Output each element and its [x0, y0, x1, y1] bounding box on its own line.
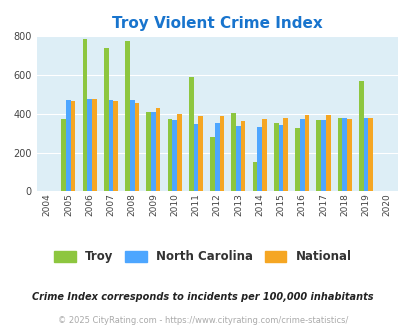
Bar	[367, 118, 372, 191]
Bar	[325, 115, 330, 191]
Bar	[61, 119, 66, 191]
Bar	[214, 122, 219, 191]
Bar	[104, 48, 108, 191]
Bar	[83, 39, 87, 191]
Bar	[130, 100, 134, 191]
Bar	[346, 119, 351, 191]
Bar	[257, 127, 261, 191]
Bar	[341, 118, 346, 191]
Text: © 2025 CityRating.com - https://www.cityrating.com/crime-statistics/: © 2025 CityRating.com - https://www.city…	[58, 316, 347, 325]
Bar	[188, 77, 193, 191]
Bar	[219, 116, 224, 191]
Bar	[66, 100, 70, 191]
Bar	[193, 123, 198, 191]
Bar	[252, 162, 257, 191]
Bar	[320, 120, 325, 191]
Bar	[210, 137, 214, 191]
Bar	[315, 120, 320, 191]
Bar	[299, 119, 304, 191]
Bar	[146, 112, 151, 191]
Bar	[172, 120, 177, 191]
Legend: Troy, North Carolina, National: Troy, North Carolina, National	[50, 246, 355, 268]
Bar	[167, 119, 172, 191]
Bar	[125, 41, 130, 191]
Text: Crime Index corresponds to incidents per 100,000 inhabitants: Crime Index corresponds to incidents per…	[32, 292, 373, 302]
Bar	[70, 101, 75, 191]
Bar	[108, 100, 113, 191]
Bar	[283, 118, 287, 191]
Bar	[240, 121, 245, 191]
Bar	[151, 112, 156, 191]
Bar	[261, 119, 266, 191]
Bar	[337, 118, 341, 191]
Bar	[278, 124, 283, 191]
Bar	[304, 115, 309, 191]
Bar	[134, 103, 139, 191]
Bar	[236, 126, 240, 191]
Bar	[92, 99, 96, 191]
Bar	[363, 118, 367, 191]
Title: Troy Violent Crime Index: Troy Violent Crime Index	[111, 16, 322, 31]
Bar	[358, 81, 363, 191]
Bar	[273, 122, 278, 191]
Bar	[177, 114, 181, 191]
Bar	[87, 99, 92, 191]
Bar	[231, 113, 236, 191]
Bar	[113, 101, 118, 191]
Bar	[156, 108, 160, 191]
Bar	[294, 128, 299, 191]
Bar	[198, 116, 202, 191]
